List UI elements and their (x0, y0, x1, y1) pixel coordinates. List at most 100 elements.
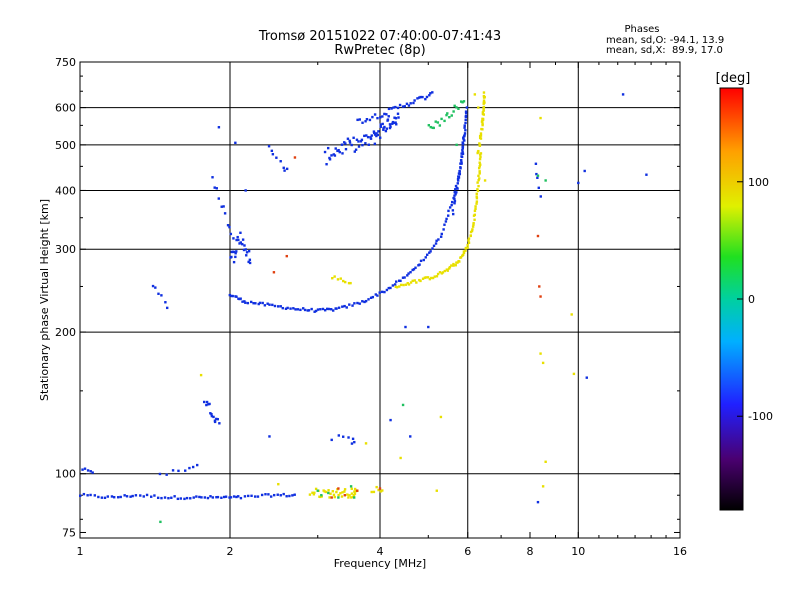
data-point (244, 189, 247, 192)
data-point (217, 126, 221, 129)
data-point (356, 301, 359, 305)
data-point (332, 309, 335, 312)
data-point (267, 145, 271, 148)
data-point (450, 114, 453, 117)
data-point (361, 143, 364, 147)
x-tick-label: 6 (464, 545, 471, 558)
data-point (339, 277, 342, 280)
data-point (464, 115, 468, 119)
data-point (338, 150, 341, 154)
data-point (173, 495, 176, 498)
data-point (206, 496, 210, 500)
data-point (139, 494, 142, 497)
data-point (534, 162, 538, 165)
data-point (323, 150, 327, 154)
data-point (153, 494, 156, 497)
data-point (412, 268, 416, 271)
x-axis-ticks: 1 2 4 6 8 10 16 (77, 62, 687, 558)
data-point (177, 469, 180, 473)
data-point (247, 249, 251, 253)
chart-title: Tromsø 20151022 07:40:00-07:41:43 (258, 29, 501, 44)
data-point (541, 485, 545, 488)
data-point (536, 500, 540, 504)
data-point (311, 491, 314, 494)
data-point (205, 400, 209, 404)
data-point (198, 495, 201, 499)
data-point (167, 496, 170, 500)
data-point (248, 258, 252, 261)
data-point (276, 493, 279, 496)
data-point (481, 117, 484, 121)
data-point (409, 271, 412, 274)
data-point (260, 493, 264, 497)
data-point (353, 150, 356, 153)
y-tick-label: 75 (62, 526, 76, 539)
data-point (450, 200, 454, 204)
data-point (184, 469, 187, 472)
data-point (429, 92, 432, 95)
data-point (289, 307, 292, 310)
data-point (466, 246, 469, 249)
data-point (203, 496, 207, 499)
y-tick-label: 500 (55, 139, 76, 152)
data-point (448, 116, 451, 119)
data-point (209, 495, 212, 498)
data-point (281, 306, 284, 310)
data-point (350, 492, 354, 495)
data-point (270, 149, 274, 153)
data-point (330, 438, 333, 442)
data-point (343, 141, 346, 144)
data-point (481, 128, 484, 131)
x-tick-label: 8 (527, 545, 534, 558)
data-point (353, 487, 357, 491)
data-point (352, 136, 355, 139)
data-point (213, 420, 217, 424)
data-point (462, 251, 466, 255)
data-point (292, 307, 295, 310)
data-point (454, 193, 457, 196)
data-point (257, 302, 260, 306)
data-point (411, 268, 414, 272)
data-point (467, 237, 471, 240)
data-point (419, 95, 422, 99)
data-point (356, 489, 359, 492)
data-point (398, 285, 401, 288)
data-point (453, 191, 456, 194)
data-point (142, 495, 145, 498)
data-point (195, 495, 198, 498)
data-point (389, 418, 392, 422)
data-point (471, 225, 475, 228)
data-point (250, 300, 253, 304)
data-point (342, 279, 345, 283)
data-point (232, 237, 235, 240)
data-point (483, 179, 487, 182)
data-point (191, 465, 195, 469)
data-point (461, 142, 465, 146)
data-point (328, 496, 331, 499)
data-point (81, 468, 84, 471)
data-point (381, 122, 384, 126)
data-point (406, 274, 409, 277)
data-point (381, 489, 384, 492)
data-point (370, 490, 373, 494)
data-point (131, 494, 134, 498)
data-point (475, 200, 479, 203)
data-point (461, 145, 464, 149)
data-point (234, 255, 237, 259)
data-point (447, 214, 450, 217)
data-point (232, 250, 236, 254)
data-point (452, 110, 455, 113)
data-point (223, 212, 227, 215)
data-point (456, 261, 459, 264)
data-point (349, 485, 353, 488)
data-point (445, 217, 448, 221)
data-point (433, 275, 436, 278)
data-point (399, 279, 402, 283)
data-point (369, 137, 373, 140)
data-point (459, 256, 463, 259)
data-point (215, 496, 218, 499)
data-point (464, 110, 468, 113)
data-point (473, 218, 476, 221)
data-point (327, 491, 330, 495)
data-point (458, 169, 461, 173)
